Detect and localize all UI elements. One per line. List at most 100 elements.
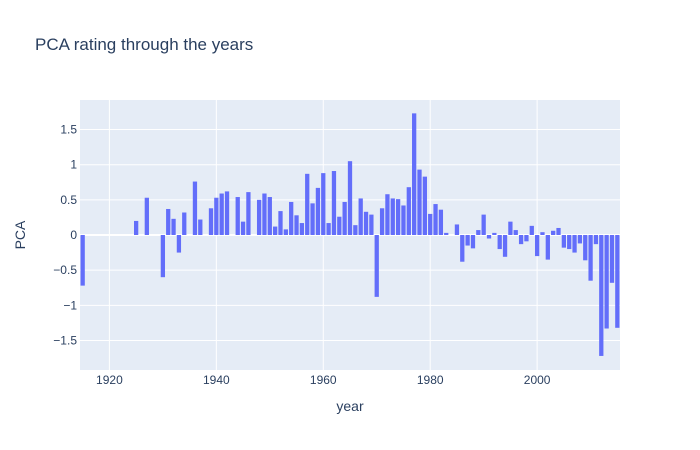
bar[interactable] [166,208,171,235]
bar[interactable] [278,211,283,235]
bar[interactable] [337,216,342,235]
bar[interactable] [545,235,550,260]
bar[interactable] [171,218,176,235]
bar[interactable] [513,230,518,235]
bar[interactable] [593,235,599,245]
bar[interactable] [80,235,85,286]
bar[interactable] [283,229,288,235]
bar[interactable] [502,235,508,257]
bar[interactable] [315,187,321,235]
bar[interactable] [198,219,203,235]
bar[interactable] [273,226,278,235]
x-tick-label: 1980 [417,373,444,387]
y-axis-label: PCA [12,220,28,249]
bar[interactable] [454,224,460,235]
bar[interactable] [577,235,583,244]
bar[interactable] [529,225,534,235]
bar[interactable] [176,235,182,253]
bar[interactable] [615,235,620,328]
bar[interactable] [428,213,433,235]
x-axis-label: year [336,398,364,414]
bar[interactable] [433,204,438,235]
bar[interactable] [561,235,566,248]
bar[interactable] [144,197,149,235]
bar[interactable] [246,192,251,235]
bar[interactable] [540,232,545,235]
bar[interactable] [395,199,401,235]
bar[interactable] [358,198,363,235]
bar[interactable] [326,223,331,235]
bar[interactable] [240,221,246,235]
y-tick-label: 0 [70,228,77,242]
bar[interactable] [401,205,406,235]
bar[interactable] [438,209,444,235]
bar[interactable] [518,235,524,245]
bar[interactable] [412,113,417,235]
bar[interactable] [524,235,529,242]
bar[interactable] [353,225,358,235]
bar[interactable] [470,235,476,249]
bar[interactable] [160,235,166,278]
bar[interactable] [182,212,187,236]
bar[interactable] [235,197,240,235]
y-axis-ticks: 1.5 1 0.5 0 −0.5 −1 −1.5 [53,123,77,348]
bar[interactable] [609,235,615,283]
bar[interactable] [476,230,481,235]
bar[interactable] [534,235,540,257]
bar[interactable] [342,201,347,235]
bar[interactable] [417,169,422,235]
bar[interactable] [572,235,577,253]
bar[interactable] [262,193,267,235]
x-tick-label: 1940 [203,373,230,387]
x-tick-label: 1960 [310,373,337,387]
bar[interactable] [374,235,379,297]
bar[interactable] [305,173,310,235]
bar[interactable] [390,198,395,235]
bar[interactable] [583,235,588,261]
bar[interactable] [486,235,492,239]
bar[interactable] [289,201,294,235]
bar[interactable] [256,199,262,235]
y-tick-label: 1 [70,158,77,172]
chart-title: PCA rating through the years [35,35,253,54]
bar[interactable] [567,235,572,250]
bar[interactable] [363,211,369,235]
y-tick-label: 1.5 [60,123,77,137]
bars-group [80,113,620,356]
bar[interactable] [385,194,390,235]
bar[interactable] [444,232,449,235]
bar[interactable] [492,232,497,235]
bar[interactable] [134,220,139,235]
bar[interactable] [551,230,556,235]
x-tick-label: 2000 [524,373,551,387]
bar[interactable] [299,223,305,235]
bar[interactable] [460,235,465,262]
bar[interactable] [422,176,427,235]
bar[interactable] [497,235,502,250]
bar[interactable] [465,235,470,246]
bar[interactable] [267,197,272,235]
bar[interactable] [310,203,315,235]
bar[interactable] [208,208,214,235]
x-tick-label: 1920 [96,373,123,387]
bar[interactable] [331,171,337,235]
bar[interactable] [379,208,385,235]
y-tick-label: 0.5 [60,193,77,207]
bar[interactable] [604,235,609,329]
bar[interactable] [294,215,299,235]
bar[interactable] [406,187,411,235]
bar[interactable] [214,197,219,235]
bar[interactable] [347,161,353,235]
bar[interactable] [192,181,198,235]
bar[interactable] [219,193,224,235]
bar[interactable] [369,214,374,235]
bar[interactable] [481,214,486,235]
bar[interactable] [321,173,326,235]
bar[interactable] [224,191,230,235]
x-axis-ticks: 1920 1940 1960 1980 2000 [96,373,551,387]
bar[interactable] [588,235,593,281]
bar[interactable] [556,227,561,235]
bar[interactable] [508,221,513,235]
bar[interactable] [599,235,604,356]
